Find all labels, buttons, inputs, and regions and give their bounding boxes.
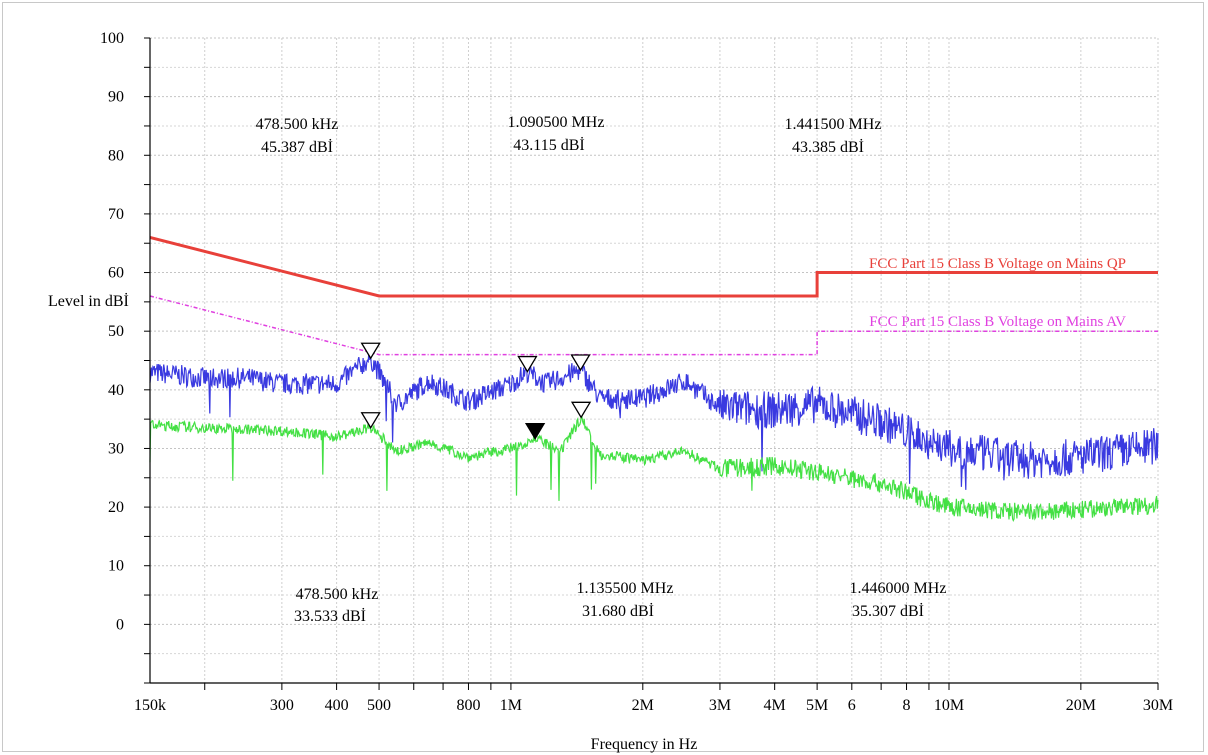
x-tick-label: 4M bbox=[764, 697, 786, 714]
y-tick-label: 70 bbox=[108, 206, 124, 223]
x-tick-label: 20M bbox=[1066, 697, 1096, 714]
annotation-level: 33.533 dBİ bbox=[294, 607, 366, 625]
annotation-freq: 1.446000 MHz bbox=[850, 580, 947, 597]
x-tick-label: 5M bbox=[806, 697, 828, 714]
limit-lines bbox=[149, 235, 1158, 356]
x-tick-label: 6 bbox=[848, 697, 856, 714]
limit-line bbox=[149, 235, 1158, 298]
x-tick-label: 8 bbox=[903, 697, 911, 714]
x-tick-label: 10M bbox=[934, 697, 964, 714]
annotation-freq: 1.441500 MHz bbox=[785, 116, 882, 133]
marker-filled-triangle bbox=[524, 422, 546, 440]
tick-labels: 0 10 20 30 40 50 60 70 80 90 100 150k 300 400 500 800 1M… bbox=[100, 30, 1173, 714]
annotation-freq: 1.090500 MHz bbox=[508, 114, 605, 131]
series-line bbox=[149, 414, 1159, 522]
limit-label-qp: FCC Part 15 Class B Voltage on Mains QP bbox=[869, 256, 1126, 272]
x-tick-label: 1M bbox=[500, 697, 522, 714]
grid-minor bbox=[150, 38, 1159, 683]
x-tick-label: 400 bbox=[325, 697, 349, 714]
annotation-level: 35.307 dBİ bbox=[852, 602, 924, 620]
series-lines bbox=[149, 348, 1159, 522]
annotation-level: 31.680 dBİ bbox=[582, 602, 654, 620]
x-tick-label: 800 bbox=[456, 697, 480, 714]
y-tick-label: 100 bbox=[100, 30, 124, 47]
y-tick-label: 90 bbox=[108, 89, 124, 106]
x-tick-label: 2M bbox=[632, 697, 654, 714]
x-tick-label: 3M bbox=[709, 697, 731, 714]
series-line bbox=[149, 348, 1159, 490]
y-tick-label: 10 bbox=[108, 558, 124, 575]
y-tick-label: 40 bbox=[108, 382, 124, 399]
x-axis-label: Frequency in Hz bbox=[591, 736, 698, 753]
axes bbox=[144, 37, 1159, 690]
y-tick-label: 80 bbox=[108, 147, 124, 164]
marker-triangle bbox=[570, 401, 592, 419]
annotation-level: 43.115 dBİ bbox=[513, 136, 584, 154]
markers bbox=[360, 342, 592, 440]
annotation-freq: 478.500 kHz bbox=[256, 116, 339, 133]
y-tick-label: 30 bbox=[108, 440, 124, 457]
annotation-freq: 478.500 kHz bbox=[296, 586, 379, 603]
annotation-level: 45.387 dBİ bbox=[261, 138, 333, 156]
limit-line bbox=[149, 295, 1158, 356]
x-tick-label: 500 bbox=[367, 697, 391, 714]
limit-label-av: FCC Part 15 Class B Voltage on Mains AV bbox=[869, 314, 1126, 330]
x-tick-label: 30M bbox=[1143, 697, 1173, 714]
y-axis-label: Level in dBİ bbox=[48, 292, 129, 310]
y-tick-label: 50 bbox=[108, 323, 124, 340]
x-tick-label: 300 bbox=[270, 697, 294, 714]
annotation-level: 43.385 dBİ bbox=[792, 138, 864, 156]
y-tick-label: 0 bbox=[116, 616, 124, 633]
marker-triangle bbox=[360, 342, 381, 360]
annotation-freq: 1.135500 MHz bbox=[577, 580, 674, 597]
y-tick-label: 60 bbox=[108, 265, 124, 282]
marker-triangle bbox=[570, 354, 591, 372]
x-tick-label: 150k bbox=[134, 697, 166, 714]
marker-triangle bbox=[517, 355, 538, 373]
y-tick-label: 20 bbox=[108, 499, 124, 516]
marker-triangle bbox=[360, 412, 381, 430]
